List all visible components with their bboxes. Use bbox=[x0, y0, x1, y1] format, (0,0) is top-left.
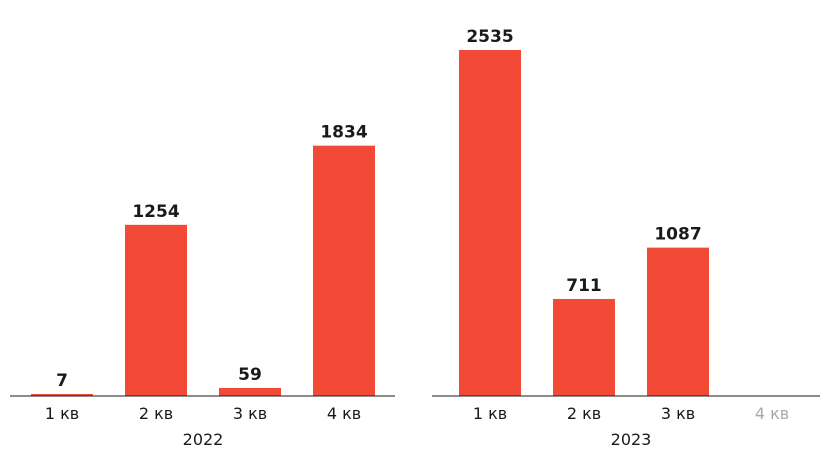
x-tick-label: 3 кв bbox=[233, 404, 267, 423]
bar bbox=[553, 298, 615, 396]
data-label: 1087 bbox=[654, 225, 701, 245]
chart-panel-2023: 2535 1 кв 711 2 кв 1087 3 кв 4 кв 2023 bbox=[432, 27, 820, 449]
bar bbox=[313, 145, 375, 396]
bar bbox=[125, 224, 187, 396]
data-label: 59 bbox=[238, 365, 262, 385]
bar bbox=[647, 247, 709, 396]
x-tick-label: 1 кв bbox=[473, 404, 507, 423]
x-tick-label: 2 кв bbox=[567, 404, 601, 423]
x-tick-label: 3 кв bbox=[661, 404, 695, 423]
year-label: 2022 bbox=[183, 430, 224, 449]
data-label: 7 bbox=[56, 371, 68, 391]
data-label: 1254 bbox=[132, 202, 179, 222]
x-tick-label: 4 кв bbox=[327, 404, 361, 423]
bar bbox=[219, 387, 281, 396]
data-label: 711 bbox=[566, 276, 602, 296]
year-label: 2023 bbox=[611, 430, 652, 449]
data-label: 2535 bbox=[466, 27, 513, 47]
x-tick-label: 2 кв bbox=[139, 404, 173, 423]
x-tick-label: 1 кв bbox=[45, 404, 79, 423]
chart-panel-2022: 7 1 кв 1254 2 кв 59 3 кв 1834 4 кв 2022 bbox=[10, 123, 395, 449]
bar bbox=[459, 50, 521, 396]
data-label: 1834 bbox=[320, 123, 367, 143]
bar bbox=[31, 394, 93, 396]
x-tick-label: 4 кв bbox=[755, 404, 789, 423]
